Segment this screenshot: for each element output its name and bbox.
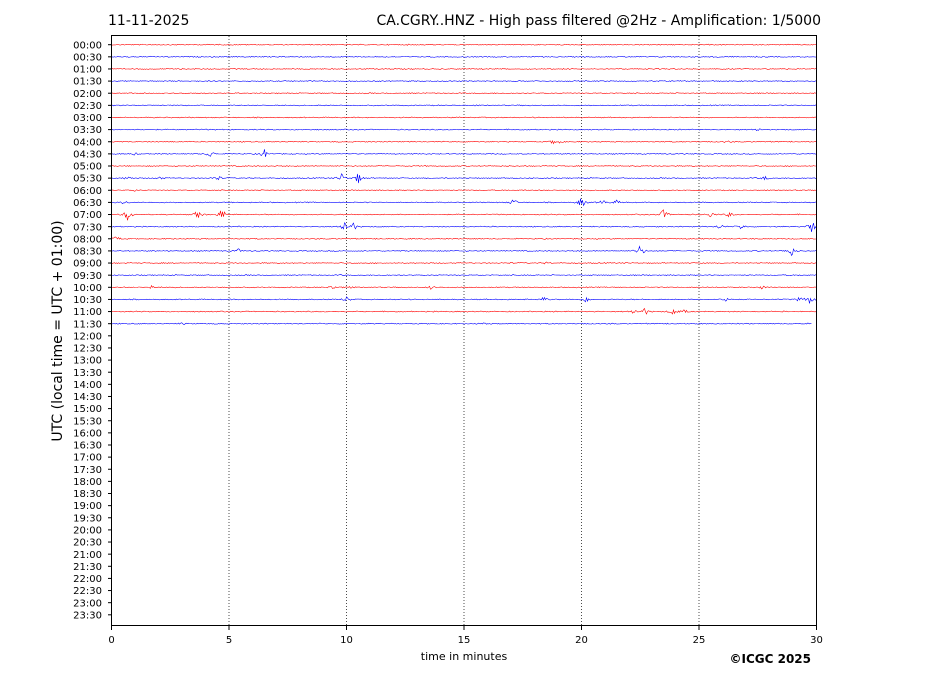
row-label: 20:00	[73, 526, 102, 537]
row-label: 23:00	[73, 598, 102, 609]
trace-row-1	[111, 55, 817, 59]
x-tick-label: 20	[575, 635, 588, 646]
plot-frame	[111, 35, 817, 626]
row-label: 18:00	[73, 477, 102, 488]
trace-row-5	[111, 104, 817, 107]
vertical-grid	[228, 36, 700, 625]
trace-row-0	[111, 43, 817, 46]
row-label: 01:00	[73, 65, 102, 76]
row-label: 08:30	[73, 247, 102, 258]
row-label: 03:30	[73, 125, 102, 136]
row-label: 21:30	[73, 562, 102, 573]
row-label: 16:00	[73, 428, 102, 439]
trace-row-21	[111, 296, 817, 304]
row-label: 07:30	[73, 222, 102, 233]
trace-row-3	[111, 80, 817, 83]
trace-row-16	[111, 236, 817, 240]
row-label: 09:30	[73, 271, 102, 282]
row-label: 18:30	[73, 489, 102, 500]
row-label: 22:00	[73, 574, 102, 585]
trace-row-17	[111, 245, 817, 257]
trace-row-18	[111, 261, 817, 265]
row-label: 14:30	[73, 392, 102, 403]
row-label: 15:30	[73, 416, 102, 427]
trace-row-14	[111, 209, 817, 221]
row-label: 08:00	[73, 234, 102, 245]
trace-row-22	[111, 307, 817, 315]
row-label: 02:30	[73, 101, 102, 112]
seismogram-traces	[111, 43, 817, 325]
row-label: 10:30	[73, 295, 102, 306]
x-tick-label: 10	[340, 635, 353, 646]
trace-row-20	[111, 284, 817, 290]
row-label: 17:30	[73, 465, 102, 476]
row-label: 01:30	[73, 77, 102, 88]
x-tick-label: 5	[226, 635, 232, 646]
trace-row-9	[111, 149, 817, 157]
row-label: 02:00	[73, 89, 102, 100]
trace-row-19	[111, 274, 817, 277]
row-label: 23:30	[73, 610, 102, 621]
trace-row-10	[111, 165, 817, 167]
trace-row-6	[111, 116, 817, 119]
row-label: 07:00	[73, 210, 102, 221]
row-label: 12:30	[73, 344, 102, 355]
x-axis-label: time in minutes	[421, 650, 508, 663]
row-label: 10:00	[73, 283, 102, 294]
copyright-label: ©ICGC 2025	[729, 652, 811, 666]
row-label: 21:00	[73, 550, 102, 561]
x-tick-label: 15	[458, 635, 471, 646]
row-label: 15:00	[73, 404, 102, 415]
trace-row-23	[111, 322, 812, 325]
row-label: 19:00	[73, 501, 102, 512]
row-label: 09:00	[73, 259, 102, 270]
y-axis-label: UTC (local time = UTC + 01:00)	[50, 220, 66, 441]
row-label: 03:00	[73, 113, 102, 124]
trace-row-11	[111, 173, 817, 184]
x-tick-label: 0	[108, 635, 114, 646]
row-label: 13:30	[73, 368, 102, 379]
trace-row-12	[111, 189, 817, 192]
row-label: 00:30	[73, 52, 102, 63]
row-label: 04:00	[73, 137, 102, 148]
row-label: 11:30	[73, 319, 102, 330]
row-label: 13:00	[73, 356, 102, 367]
trace-row-2	[111, 67, 817, 70]
row-label: 19:30	[73, 513, 102, 524]
row-label: 06:30	[73, 198, 102, 209]
row-label: 00:00	[73, 40, 102, 51]
row-label: 14:00	[73, 380, 102, 391]
trace-row-8	[111, 139, 817, 145]
x-axis-ticks: 0 5 10 15 20 25 30	[108, 626, 823, 646]
row-label: 17:00	[73, 453, 102, 464]
row-label: 12:00	[73, 331, 102, 342]
trace-row-7	[111, 128, 817, 132]
x-tick-label: 25	[693, 635, 706, 646]
row-label: 16:30	[73, 441, 102, 452]
trace-row-13	[111, 198, 817, 207]
trace-row-15	[111, 222, 817, 232]
row-label: 05:00	[73, 162, 102, 173]
row-label: 05:30	[73, 174, 102, 185]
x-tick-label: 30	[810, 635, 823, 646]
trace-row-4	[111, 92, 817, 95]
row-label: 04:30	[73, 149, 102, 160]
row-label: 06:00	[73, 186, 102, 197]
date-label: 11-11-2025	[108, 13, 189, 29]
chart-title: CA.CGRY..HNZ - High pass filtered @2Hz -…	[377, 13, 821, 29]
row-label: 20:30	[73, 538, 102, 549]
row-label: 11:00	[73, 307, 102, 318]
row-label: 22:30	[73, 586, 102, 597]
